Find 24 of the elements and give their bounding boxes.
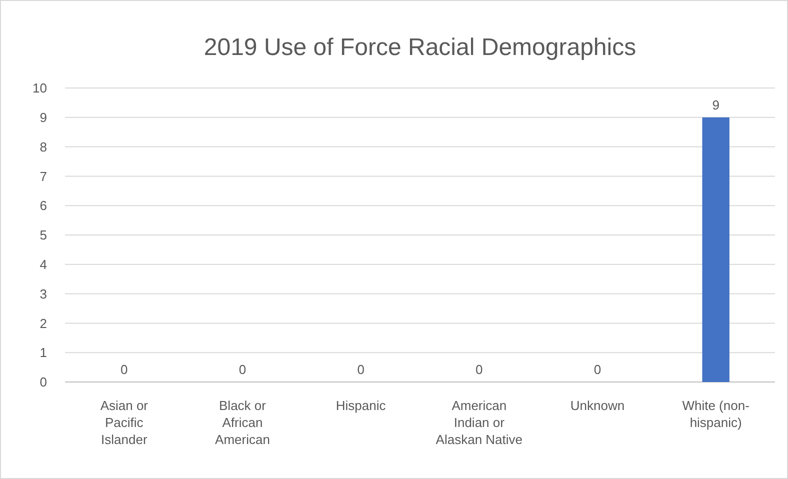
x-tick-label: White (non-hispanic) [682,398,750,430]
y-tick-label: 3 [40,286,47,302]
y-tick-label: 1 [40,345,47,360]
chart-title: 2019 Use of Force Racial Demographics [204,34,636,61]
y-tick-label: 10 [32,80,47,96]
y-tick-label: 0 [40,374,47,390]
data-label: 0 [594,362,602,377]
y-tick-label: 7 [40,168,47,184]
x-tick-label: Hispanic [336,398,386,413]
data-label: 0 [238,362,246,377]
y-tick-label: 2 [40,316,47,331]
y-tick-label: 9 [40,110,47,125]
x-tick-label: American Indian or Alaskan Native [436,398,523,447]
x-tick-label: Asian or Pacific Islander [100,398,149,447]
y-tick-label: 5 [40,228,47,243]
data-label: 9 [712,97,720,112]
data-label: 0 [476,362,483,377]
y-tick-label: 8 [40,139,47,154]
y-tick-label: 4 [40,256,47,272]
y-tick-label: 6 [40,198,47,214]
x-tick-label: Unknown [570,398,625,413]
data-label: 0 [120,362,128,377]
x-tick-label: Black or African American [215,398,270,447]
data-label: 0 [357,362,364,377]
